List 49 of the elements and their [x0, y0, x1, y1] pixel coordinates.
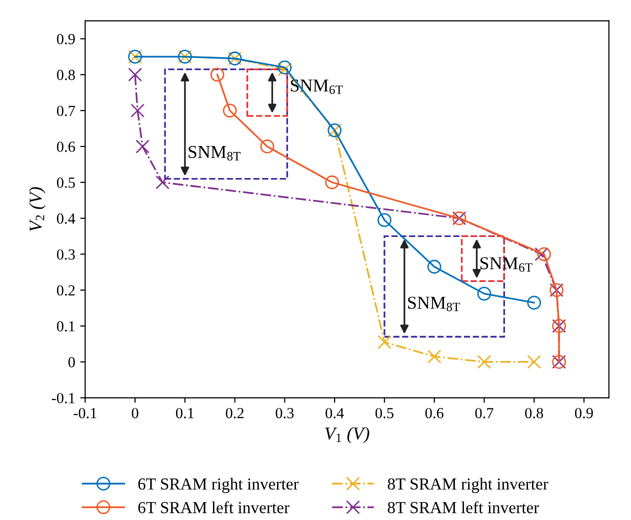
x-tick-label: 0.2 — [226, 408, 244, 418]
y-tick-label: 0.4 — [56, 213, 76, 224]
point — [222, 104, 237, 118]
x-tick-label: 0.1 — [176, 408, 194, 418]
point — [534, 247, 549, 262]
point — [260, 140, 274, 154]
x-axis-title: V$_{1}$ (V) — [325, 426, 370, 444]
y-tick-label: 0.8 — [56, 70, 75, 80]
annotation: SNM$_{8T}$ — [408, 296, 460, 312]
x-tick-label: -0.1 — [74, 408, 96, 418]
point — [378, 213, 392, 228]
point — [477, 286, 492, 301]
x-tick-label: 0.7 — [475, 408, 494, 418]
y-tick-label: 0.2 — [56, 285, 75, 296]
y-tick-label: -0.1 — [52, 392, 75, 404]
legend-label: 8T SRAM left inverter — [388, 501, 540, 514]
y-tick-label: 0.9 — [56, 34, 75, 44]
annotation: SNM$_{6T}$ — [480, 257, 532, 272]
y-tick-label: 0.3 — [56, 249, 75, 260]
point — [527, 296, 542, 310]
point — [210, 68, 224, 82]
point — [130, 104, 145, 118]
x-tick-label: 0 — [132, 408, 138, 418]
x-tick-label: 0.3 — [276, 408, 294, 418]
point — [325, 175, 340, 190]
x-tick-label: 0.6 — [425, 408, 444, 418]
legend-label: 8T SRAM right inverter — [388, 478, 548, 494]
y-axis-title: V$_{2}$ (V) — [29, 187, 46, 232]
point — [136, 140, 150, 154]
point — [156, 175, 170, 190]
point — [128, 68, 142, 82]
point — [527, 354, 542, 369]
point — [537, 247, 552, 262]
y-tick-label: 0 — [68, 357, 75, 368]
point — [427, 260, 442, 274]
legend-label: 6T SRAM left inverter — [138, 501, 290, 514]
y-tick-label: 0.6 — [56, 142, 76, 152]
y-tick-label: 0.7 — [56, 106, 76, 116]
y-tick-label: 0.1 — [56, 321, 75, 332]
legend-label: 6T SRAM right inverter — [138, 478, 299, 494]
point — [427, 350, 442, 364]
x-tick-label: 0.4 — [326, 408, 344, 418]
x-tick-label: 0.9 — [575, 408, 593, 418]
point — [477, 354, 492, 369]
x-tick-label: 0.8 — [525, 408, 544, 418]
annotation: SNM$_{8T}$ — [188, 146, 241, 160]
y-tick-label: 0.5 — [56, 178, 75, 188]
x-tick-label: 0.5 — [375, 408, 394, 418]
point — [378, 335, 392, 350]
